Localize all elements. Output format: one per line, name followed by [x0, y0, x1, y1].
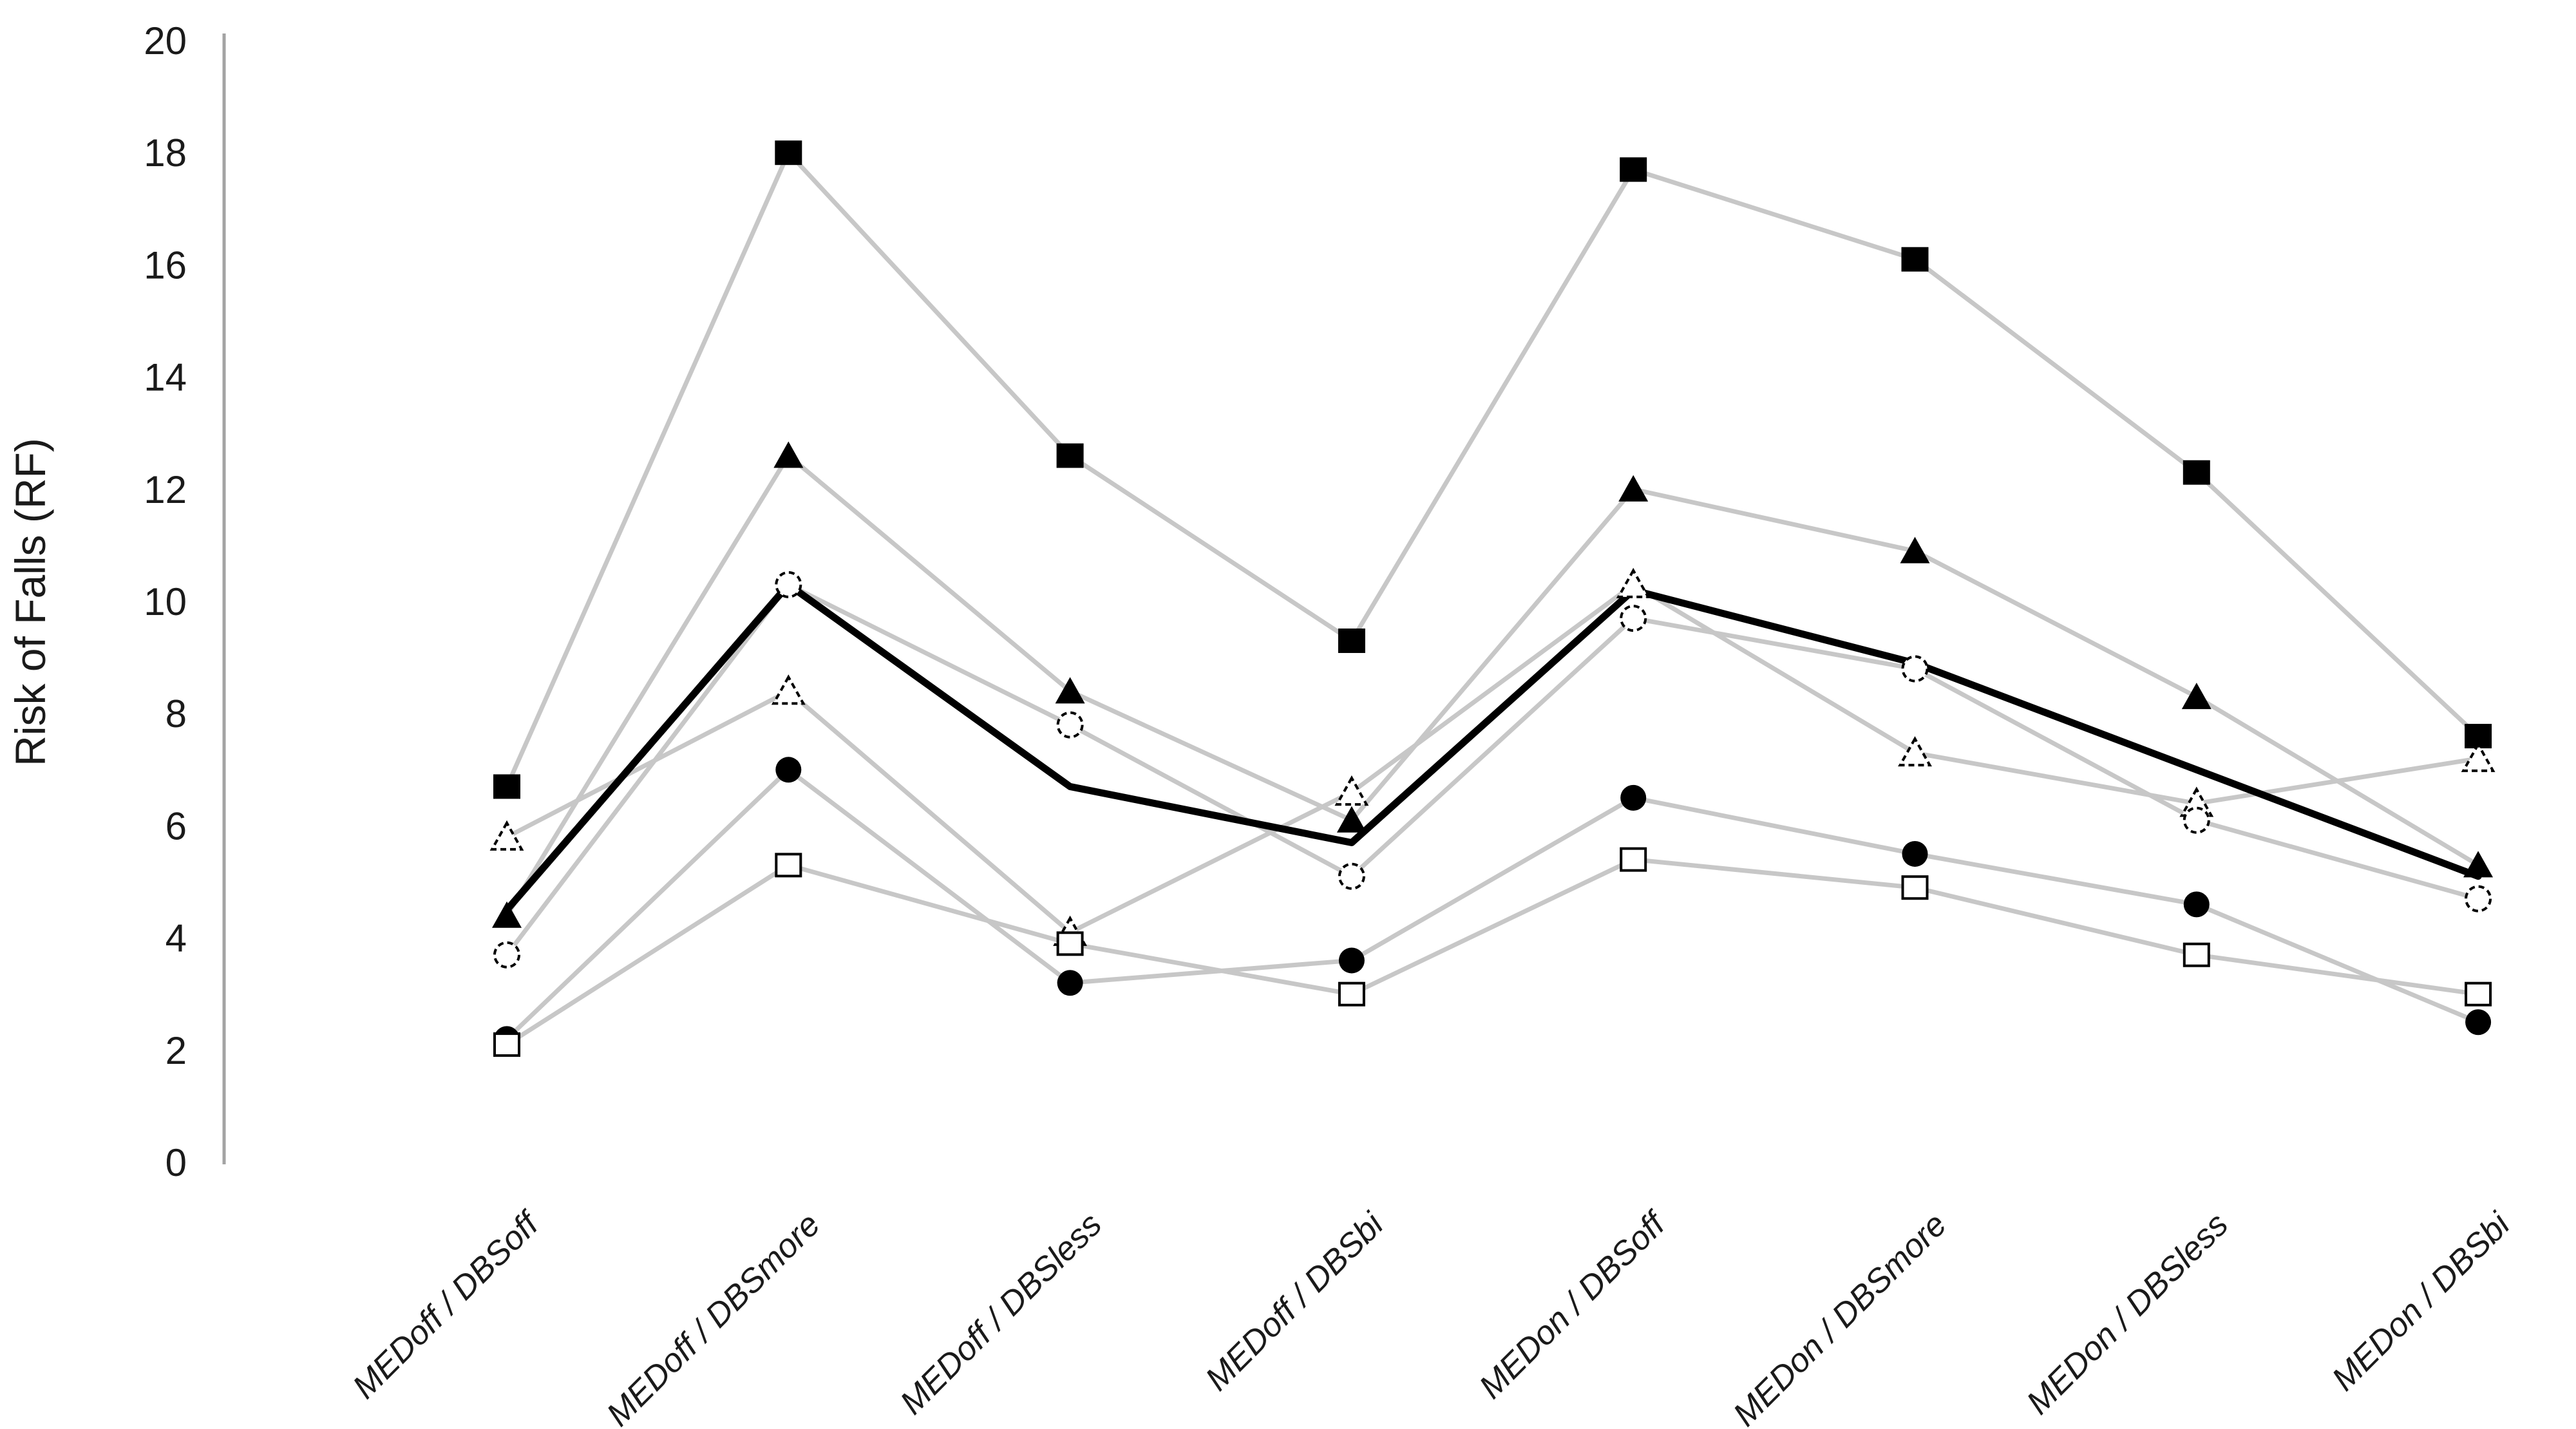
- marker-open-triangle-cat1: [489, 820, 524, 851]
- marker-open-triangle-cat8: [2461, 741, 2496, 772]
- marker-filled-square-cat1: [493, 774, 520, 799]
- marker-open-triangle-cat6: [1898, 736, 1932, 767]
- marker-filled-circle-cat3: [1057, 970, 1083, 996]
- marker-filled-triangle-cat6: [1900, 536, 1930, 563]
- marker-open-circle-cat1: [493, 941, 520, 969]
- marker-open-circle-cat8: [2465, 885, 2492, 913]
- line-subject-filled-triangle: [504, 453, 2481, 918]
- marker-open-triangle-cat2: [771, 674, 806, 705]
- marker-filled-triangle-cat1: [492, 901, 522, 928]
- marker-filled-square-cat4: [1338, 628, 1365, 653]
- marker-open-square-cat7: [2183, 942, 2210, 967]
- x-category-labels: MEDoff / DBSoff MEDoff / DBSmore MEDoff / …: [346, 1204, 2518, 1429]
- line-subject-open-circle: [504, 582, 2481, 958]
- y-tick-20: 20: [144, 19, 187, 62]
- marker-filled-triangle-cat7: [2181, 683, 2211, 710]
- marker-filled-circle-cat7: [2183, 891, 2210, 918]
- marker-filled-circle-cat4: [1338, 947, 1365, 974]
- marker-filled-triangle-cat8: [2463, 851, 2494, 878]
- y-axis-title: Risk of Falls (RF): [6, 438, 54, 766]
- marker-filled-circle-cat2: [775, 757, 802, 783]
- marker-open-square-cat8: [2465, 981, 2492, 1007]
- marker-filled-triangle-cat3: [1055, 677, 1085, 704]
- marker-open-square-cat5: [1620, 847, 1647, 872]
- y-tick-0: 0: [166, 1141, 187, 1184]
- marker-filled-circle-cat6: [1902, 840, 1928, 867]
- y-tick-4: 4: [166, 917, 187, 960]
- y-tick-10: 10: [144, 580, 187, 623]
- marker-open-circle-cat5: [1620, 605, 1647, 632]
- series-lines: [503, 150, 2482, 1047]
- marker-open-square-cat6: [1901, 875, 1929, 900]
- line-subject-filled-square: [504, 150, 2481, 789]
- marker-filled-square-cat2: [775, 140, 802, 166]
- line-subject-open-square: [504, 857, 2481, 1047]
- marker-open-square-cat3: [1056, 931, 1084, 956]
- y-tick-6: 6: [166, 804, 187, 847]
- marker-open-triangle-cat5: [1616, 567, 1651, 598]
- x-label-6: MEDon / DBSmore: [1726, 1206, 1954, 1429]
- line-mean-black-line: [503, 581, 2482, 914]
- marker-open-square-cat4: [1338, 981, 1365, 1007]
- marker-filled-square-cat3: [1056, 443, 1084, 468]
- marker-filled-circle-cat8: [2465, 1009, 2492, 1036]
- y-tick-labels: 0 2 4 6 8 10 12 14 16 18 20: [144, 19, 187, 1184]
- marker-open-circle-cat4: [1338, 862, 1365, 890]
- marker-open-circle-cat7: [2183, 806, 2210, 834]
- x-label-1: MEDoff / DBSoff: [346, 1204, 548, 1406]
- y-tick-16: 16: [144, 243, 187, 287]
- marker-filled-triangle-cat2: [773, 441, 804, 468]
- marker-filled-circle-cat5: [1620, 784, 1647, 811]
- y-tick-8: 8: [166, 692, 187, 735]
- marker-open-circle-cat6: [1901, 655, 1929, 683]
- marker-filled-triangle-cat5: [1618, 475, 1649, 502]
- x-label-5: MEDon / DBSoff: [1472, 1204, 1674, 1406]
- x-label-2: MEDoff / DBSmore: [600, 1206, 828, 1429]
- marker-open-circle-cat2: [775, 571, 802, 598]
- marker-open-square-cat2: [775, 853, 802, 878]
- line-subject-filled-circle: [504, 767, 2481, 1041]
- marker-filled-square-cat7: [2183, 460, 2210, 485]
- y-tick-14: 14: [144, 356, 187, 399]
- x-label-8: MEDon / DBSbi: [2325, 1205, 2518, 1398]
- series-markers: [489, 140, 2496, 1057]
- y-tick-2: 2: [166, 1029, 187, 1072]
- x-label-4: MEDoff / DBSbi: [1198, 1205, 1391, 1397]
- marker-open-triangle-cat4: [1334, 775, 1369, 806]
- marker-filled-square-cat6: [1901, 247, 1929, 272]
- y-tick-18: 18: [144, 131, 187, 175]
- x-label-3: MEDoff / DBSless: [893, 1206, 1109, 1421]
- marker-open-square-cat1: [493, 1032, 520, 1057]
- y-tick-12: 12: [144, 468, 187, 511]
- marker-filled-triangle-cat4: [1336, 806, 1367, 833]
- marker-open-circle-cat3: [1056, 711, 1084, 739]
- marker-filled-square-cat5: [1620, 157, 1647, 182]
- x-label-7: MEDon / DBSless: [2020, 1206, 2235, 1421]
